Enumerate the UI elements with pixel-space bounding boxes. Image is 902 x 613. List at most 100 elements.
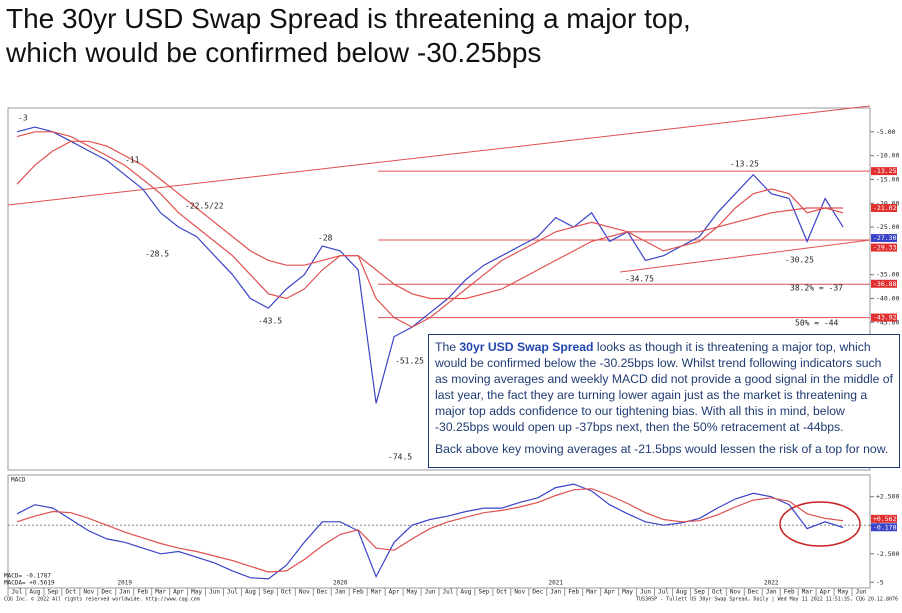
- paragraph: The 30yr USD Swap Spread looks as though…: [435, 339, 893, 435]
- value-flag: [871, 243, 897, 252]
- title-line: which would be confirmed below -30.25bps: [6, 37, 542, 68]
- annotation: -3: [18, 114, 28, 123]
- text: looks as though it is threatening a majo…: [435, 340, 893, 434]
- series-line: [16, 126, 844, 404]
- x-tick-label: Jul: [227, 589, 238, 596]
- macd-readout: MACDA= +0.5619: [4, 580, 55, 587]
- annotation: -43.5: [258, 317, 282, 326]
- x-tick-label: Jul: [658, 589, 669, 596]
- value-flag: [871, 167, 897, 176]
- value-flag-label: -43.92: [873, 314, 897, 322]
- x-tick-label: Apr: [173, 589, 184, 596]
- x-tick-label: Jun: [425, 589, 436, 596]
- annotation: -13.25: [730, 160, 759, 169]
- x-tick-label: Jan: [119, 589, 130, 596]
- x-tick-label: Nov: [514, 589, 525, 596]
- annotation: -51.25: [395, 357, 424, 366]
- value-flag-label: -0.178: [873, 523, 897, 531]
- value-flag-label: -29.33: [873, 244, 897, 252]
- footer-right: TUS30SP - Tullett US 30yr Swap Spread, D…: [636, 597, 898, 603]
- x-tick-label: May: [622, 589, 633, 596]
- value-flag-label: -36.88: [873, 280, 897, 288]
- x-tick-label: Dec: [317, 589, 328, 596]
- x-tick-label: Oct: [65, 589, 76, 596]
- x-tick-label: Dec: [532, 589, 543, 596]
- year-label: 2020: [333, 580, 348, 587]
- y-tick-label: -5.00: [876, 128, 896, 136]
- x-tick-label: May: [191, 589, 202, 596]
- trendline: [619, 239, 871, 273]
- annotation: -30.25: [785, 256, 814, 265]
- year-label: 2022: [764, 580, 779, 587]
- x-tick-label: Oct: [281, 589, 292, 596]
- x-tick-label: Oct: [712, 589, 723, 596]
- value-flag: [871, 514, 897, 523]
- y-tick-label: -20.00: [876, 199, 900, 207]
- value-flag: [871, 523, 897, 532]
- text: The: [435, 340, 460, 354]
- x-tick-label: Apr: [389, 589, 400, 596]
- series-line: [16, 483, 844, 580]
- year-label: 2019: [118, 580, 133, 587]
- x-tick-label: Nov: [730, 589, 741, 596]
- annotation: 50% = -44: [795, 319, 839, 328]
- x-tick-label: Sep: [694, 589, 705, 596]
- title-line: The 30yr USD Swap Spread is threatening …: [6, 3, 691, 34]
- annotation: -74.5: [388, 453, 412, 462]
- x-tick-label: Aug: [30, 589, 41, 596]
- x-tick-label: Mar: [586, 589, 597, 596]
- trendline: [7, 105, 871, 206]
- annotation: -28: [318, 234, 333, 243]
- footer-left: CQG Inc. © 2022 All rights reserved worl…: [4, 597, 200, 603]
- year-label: 2021: [549, 580, 564, 587]
- x-tick-label: Mar: [155, 589, 166, 596]
- x-tick-label: Jan: [335, 589, 346, 596]
- x-tick-label: Feb: [353, 589, 364, 596]
- paragraph: Back above key moving averages at -21.5b…: [435, 441, 893, 457]
- y-tick-label: -45.00: [876, 318, 900, 326]
- x-tick-label: Oct: [496, 589, 507, 596]
- y-tick-label: -25.00: [876, 223, 900, 231]
- x-tick-label: May: [838, 589, 849, 596]
- y-tick-label: -15.00: [876, 175, 900, 183]
- annotation: -11: [125, 156, 140, 165]
- highlight-circle: [779, 501, 861, 547]
- x-tick-label: Feb: [784, 589, 795, 596]
- value-flag-label: -27.30: [873, 234, 897, 242]
- annotation: -28.5: [145, 250, 169, 259]
- x-tick-label: May: [407, 589, 418, 596]
- main-panel: [7, 107, 871, 471]
- value-flag-label: -21.02: [873, 204, 897, 212]
- x-tick-label: Jun: [640, 589, 651, 596]
- value-flag: [871, 313, 897, 322]
- x-tick-label: Jul: [12, 589, 23, 596]
- x-tick-label: Jun: [209, 589, 220, 596]
- x-tick-label: Feb: [568, 589, 579, 596]
- series-line: [16, 131, 844, 328]
- x-tick-label: Sep: [47, 589, 58, 596]
- annotation: -34.75: [625, 275, 654, 284]
- x-tick-label: Jan: [766, 589, 777, 596]
- y-tick-label: +2.500: [876, 493, 900, 501]
- x-tick-label: Mar: [802, 589, 813, 596]
- x-tick-label: Apr: [820, 589, 831, 596]
- x-tick-label: Sep: [263, 589, 274, 596]
- annotation: 38.2% = -37: [790, 284, 843, 293]
- y-tick-label: -35.00: [876, 271, 900, 279]
- value-flag-label: +0.562: [873, 515, 897, 523]
- x-tick-label: Mar: [371, 589, 382, 596]
- y-tick-label: -10.00: [876, 152, 900, 160]
- macd-readout: MACD= -0.1787: [4, 573, 51, 580]
- y-tick-label: -40.00: [876, 295, 900, 303]
- x-tick-label: Jan: [550, 589, 561, 596]
- y-tick-label: -5: [876, 578, 884, 586]
- macd-panel: [7, 474, 871, 589]
- y-tick-label: -2.500: [876, 550, 900, 558]
- x-tick-label: Nov: [299, 589, 310, 596]
- x-tick-label: Sep: [478, 589, 489, 596]
- x-tick-label: Dec: [101, 589, 112, 596]
- text: Back above key moving averages at -21.5b…: [435, 442, 889, 456]
- text: 30yr USD Swap Spread: [459, 340, 594, 354]
